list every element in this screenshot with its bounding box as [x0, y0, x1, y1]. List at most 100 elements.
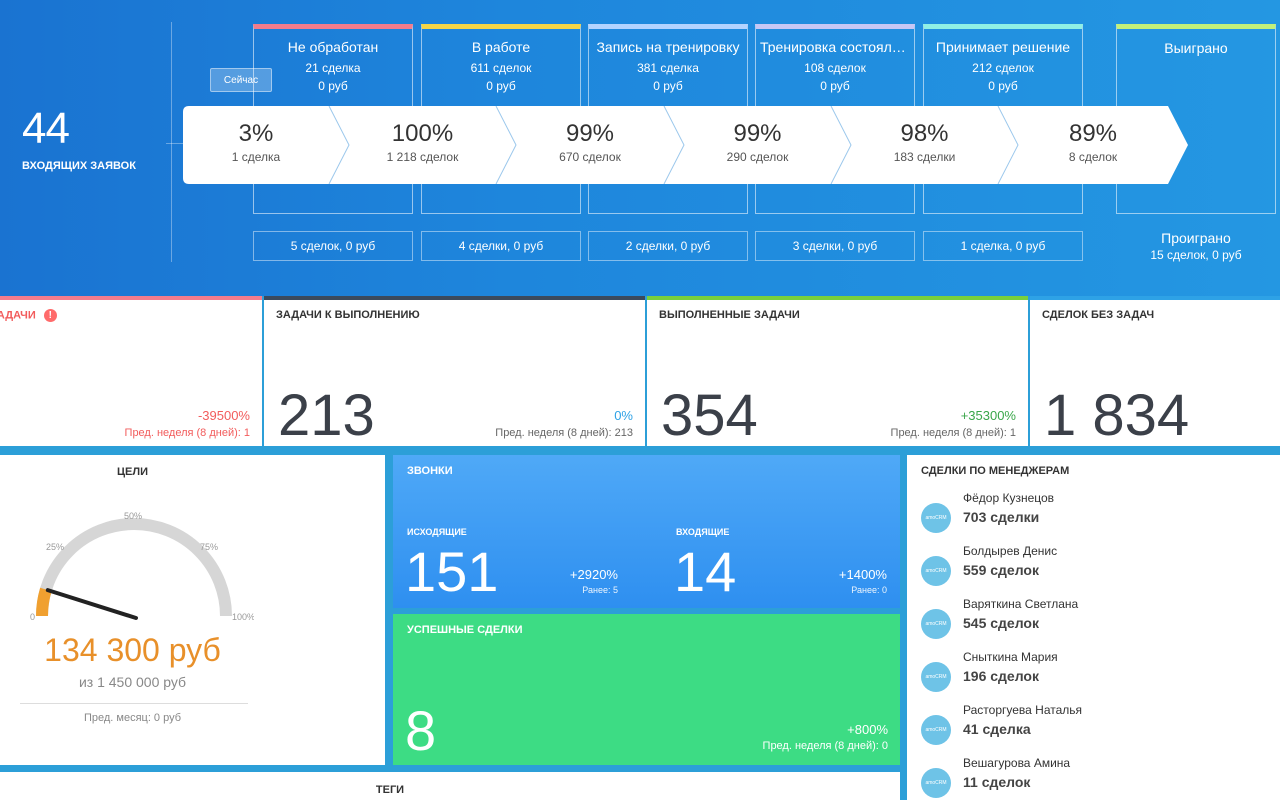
goal-gauge: 0 25% 50% 75% 100% [30, 511, 254, 622]
stage-sum: 0 руб [486, 79, 516, 93]
conversion-percent: 98% [900, 120, 949, 147]
conversion-percent: 99% [733, 120, 782, 147]
conversion-cell-won[interactable]: 89% 8 сделок [1018, 106, 1168, 184]
pipeline-panel: 44 ВХОДЯЩИХ ЗАЯВОК Сейчас Не обработан 2… [0, 0, 1280, 296]
managers-card[interactable]: СДЕЛКИ ПО МЕНЕДЖЕРАМ amoCRM Фёдор Кузнец… [907, 455, 1280, 800]
stat-value: 213 [278, 383, 375, 448]
manager-item[interactable]: amoCRM Варяткина Светлана 545 сделок [921, 597, 1271, 647]
manager-deals: 545 сделок [963, 615, 1039, 631]
stage-footer[interactable]: 4 сделки, 0 руб [421, 231, 581, 261]
stat-prev: Пред. неделя (8 дней): 213 [495, 427, 633, 439]
conversion-cell-2[interactable]: 100% 1 218 сделок [349, 106, 496, 184]
stage-name: Принимает решение [935, 39, 1071, 55]
pipeline-bracket-connector [166, 126, 184, 144]
stage-sum: 0 руб [318, 79, 348, 93]
conversion-deals: 1 218 сделок [386, 150, 459, 164]
gauge-label-100: 100% [232, 612, 254, 622]
outgoing-value: 151 [405, 540, 499, 603]
stage-name: Тренировка состоялась [760, 39, 914, 55]
conversion-cell-4[interactable]: 99% 290 сделок [684, 106, 831, 184]
manager-name: Вешагурова Амина [963, 756, 1071, 770]
stage-name: Запись на тренировку [596, 39, 740, 55]
manager-name: Расторгуева Наталья [963, 703, 1083, 717]
gauge-fill [36, 587, 52, 617]
deals-title: УСПЕШНЫЕ СДЕЛКИ [407, 624, 523, 636]
manager-item[interactable]: amoCRM Сныткина Мария 196 сделок [921, 650, 1271, 700]
stat-card-deals-without-tasks[interactable]: СДЕЛОК БЕЗ ЗАДАЧ 1 834 [1030, 296, 1280, 448]
gauge-label-25: 25% [46, 542, 64, 552]
stage-count: 212 сделок [972, 61, 1034, 75]
conversion-cell-5[interactable]: 98% 183 сделки [851, 106, 998, 184]
manager-item[interactable]: amoCRM Фёдор Кузнецов 703 сделки [921, 491, 1271, 541]
manager-deals: 559 сделок [963, 562, 1039, 578]
conversion-deals: 8 сделок [1068, 150, 1118, 164]
manager-item[interactable]: amoCRM Вешагурова Амина 11 сделок [921, 756, 1271, 800]
stat-title: ЗАДАЧИ! [0, 309, 57, 322]
tags-title: ТЕГИ [375, 784, 405, 796]
stage-count: 108 сделок [804, 61, 866, 75]
conversion-percent: 99% [565, 120, 615, 147]
outgoing-change: +2920% [569, 567, 618, 582]
gauge-needle [45, 588, 138, 620]
stat-card-tasks-done[interactable]: ВЫПОЛНЕННЫЕ ЗАДАЧИ 354 +35300% Пред. нед… [647, 296, 1028, 448]
alert-icon: ! [43, 309, 57, 322]
stage-footer[interactable]: 1 сделка, 0 руб [923, 231, 1083, 261]
conversion-percent: 100% [391, 120, 454, 147]
stage-sum: 0 руб [653, 79, 683, 93]
stat-change: +35300% [960, 408, 1016, 423]
stage-footer[interactable]: 5 сделок, 0 руб [253, 231, 413, 261]
avatar: amoCRM [921, 715, 951, 745]
incoming-value: 14 [674, 540, 737, 603]
conversion-deals: 183 сделки [893, 150, 956, 164]
successful-deals-card[interactable]: УСПЕШНЫЕ СДЕЛКИ 8 +800% Пред. неделя (8 … [393, 614, 900, 765]
conversion-arrow-bar: 3% 1 сделка 100% 1 218 сделок 99% 670 сд… [183, 106, 1188, 184]
gauge-label-75: 75% [200, 542, 218, 552]
now-tag: Сейчас [210, 68, 272, 92]
arrow-bar-shape [183, 106, 1188, 184]
manager-item[interactable]: amoCRM Болдырев Денис 559 сделок [921, 544, 1271, 594]
manager-item[interactable]: amoCRM Расторгуева Наталья 41 сделка [921, 703, 1271, 753]
conversion-deals: 1 сделка [231, 150, 281, 164]
goal-divider [20, 703, 248, 704]
avatar: amoCRM [921, 609, 951, 639]
stage-count: 381 сделка [637, 61, 699, 75]
gauge-label-0: 0 [30, 612, 35, 622]
goal-value: 134 300 руб [44, 632, 221, 668]
incoming-prev: Ранее: 0 [851, 585, 887, 595]
outgoing-prev: Ранее: 5 [582, 585, 618, 595]
manager-deals: 41 сделка [963, 721, 1031, 737]
deals-value: 8 [405, 699, 437, 762]
inbox-count[interactable]: 44 [22, 104, 70, 153]
stage-sum: 0 руб [820, 79, 850, 93]
conversion-deals: 670 сделок [559, 150, 621, 164]
goals-card[interactable]: ЦЕЛИ [0, 455, 385, 765]
avatar: amoCRM [921, 503, 951, 533]
tags-card[interactable]: ТЕГИ [0, 772, 900, 800]
stage-count: 611 сделок [470, 61, 532, 75]
stat-change: 0% [614, 408, 633, 423]
lost-stage-summary: 15 сделок, 0 руб [1150, 248, 1242, 262]
lost-stage-name[interactable]: Проиграно [1161, 230, 1231, 246]
avatar: amoCRM [921, 662, 951, 692]
incoming-label: ВХОДЯЩИЕ [676, 527, 730, 537]
stat-card-tasks-todo[interactable]: ЗАДАЧИ К ВЫПОЛНЕНИЮ 213 0% Пред. неделя … [264, 296, 645, 448]
avatar: amoCRM [921, 556, 951, 586]
manager-name: Болдырев Денис [963, 544, 1058, 558]
calls-card[interactable]: ЗВОНКИ ИСХОДЯЩИЕ 151 +2920% Ранее: 5 ВХО… [393, 455, 900, 608]
conversion-percent: 3% [238, 120, 274, 147]
stat-value: 354 [661, 383, 758, 448]
conversion-cell-1[interactable]: 3% 1 сделка [183, 106, 329, 184]
incoming-change: +1400% [838, 567, 887, 582]
stat-title: ВЫПОЛНЕННЫЕ ЗАДАЧИ [659, 309, 800, 321]
conversion-cell-3[interactable]: 99% 670 сделок [516, 106, 664, 184]
manager-deals: 11 сделок [963, 774, 1031, 790]
stat-card-overdue-tasks[interactable]: ЗАДАЧИ! -39500% Пред. неделя (8 дней): 1 [0, 296, 262, 446]
manager-name: Варяткина Светлана [963, 597, 1079, 611]
goal-prev: Пред. месяц: 0 руб [83, 712, 182, 724]
manager-name: Сныткина Мария [963, 650, 1058, 664]
stage-footer[interactable]: 3 сделки, 0 руб [755, 231, 915, 261]
goal-target: из 1 450 000 руб [78, 674, 187, 690]
avatar: amoCRM [921, 768, 951, 798]
deals-change: +800% [847, 722, 888, 737]
stage-footer[interactable]: 2 сделки, 0 руб [588, 231, 748, 261]
